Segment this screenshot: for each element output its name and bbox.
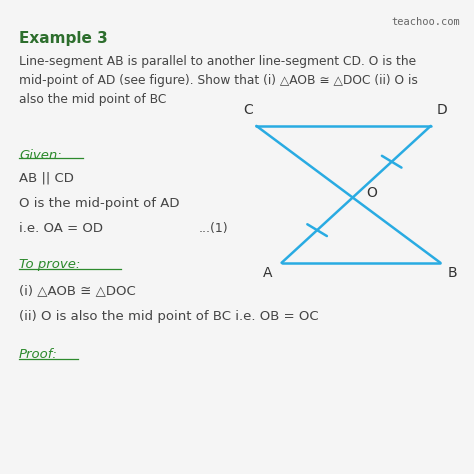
Text: Line-segment AB is parallel to another line-segment CD. O is the
mid-point of AD: Line-segment AB is parallel to another l… (19, 55, 418, 106)
Text: (i) △AOB ≅ △DOC: (i) △AOB ≅ △DOC (19, 284, 136, 297)
Text: Given:: Given: (19, 149, 62, 162)
Text: O: O (366, 186, 377, 200)
Text: O is the mid-point of AD: O is the mid-point of AD (19, 197, 180, 210)
Text: (ii) O is also the mid point of BC i.e. OB = OC: (ii) O is also the mid point of BC i.e. … (19, 310, 319, 322)
Text: ...(1): ...(1) (199, 222, 228, 235)
Text: AB || CD: AB || CD (19, 172, 74, 184)
Text: C: C (244, 103, 254, 117)
Text: B: B (447, 265, 457, 280)
Text: i.e. OA = OD: i.e. OA = OD (19, 222, 103, 235)
Text: A: A (263, 265, 273, 280)
Text: D: D (437, 103, 448, 117)
Text: Proof:: Proof: (19, 348, 58, 361)
Text: To prove:: To prove: (19, 258, 80, 271)
Text: teachoo.com: teachoo.com (391, 17, 460, 27)
Text: Example 3: Example 3 (19, 31, 108, 46)
